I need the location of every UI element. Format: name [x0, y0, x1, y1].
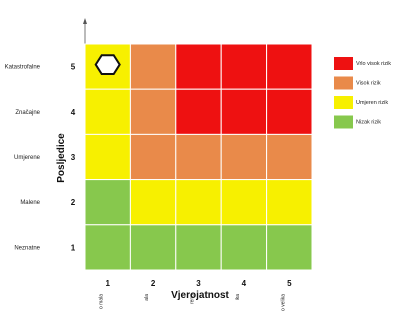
risk-cell: [266, 179, 313, 226]
row-number-label: 4: [71, 108, 76, 117]
risk-cell: [220, 88, 268, 135]
column-number-label: 3: [196, 279, 201, 288]
column-category-label: o velika: [280, 294, 286, 311]
risk-cell: [129, 43, 177, 90]
risk-cell: [84, 224, 131, 271]
x-axis-title: Vjerojatnost: [171, 290, 229, 301]
column-category-label: ala: [144, 294, 150, 301]
risk-cell: [84, 133, 131, 181]
column-number-label: 4: [242, 279, 247, 288]
row-category-label: Značajne: [15, 110, 40, 116]
legend-swatch: [334, 57, 353, 70]
column-number-label: 2: [151, 279, 156, 288]
row-category-label: Katastrofalne: [5, 65, 41, 71]
matrix-cells: [84, 43, 313, 271]
risk-cell: [129, 88, 177, 135]
risk-cell: [266, 88, 313, 135]
row-labels: Katastrofalne 5 Značajne 4 Umjerene 3 Malene 2 N…: [5, 63, 76, 253]
risk-cell: [129, 179, 177, 226]
risk-cell: [175, 43, 222, 90]
column-category-label: rena: [190, 294, 196, 304]
y-axis-title: Posljedice: [56, 133, 67, 183]
marker: [94, 54, 121, 75]
legend-label: Umjeren rizik: [356, 100, 388, 106]
hexagon-marker: [94, 54, 121, 75]
risk-cell: [266, 133, 313, 181]
legend-swatch: [334, 96, 353, 109]
row-number-label: 2: [71, 198, 76, 207]
risk-cell: [129, 224, 177, 271]
column-number-label: 5: [287, 279, 292, 288]
risk-cell: [84, 179, 131, 226]
risk-cell: [84, 88, 131, 135]
risk-cell: [266, 224, 313, 271]
risk-cell: [220, 179, 268, 226]
column-number-label: 1: [105, 279, 110, 288]
legend-label: Vrlo visok rizik: [356, 61, 391, 67]
legend: Vrlo visok rizik Visok rizik Umjeren rizik…: [334, 57, 391, 129]
legend-label: Nizak rizik: [356, 120, 381, 126]
column-category-label: ika: [235, 294, 241, 301]
row-category-label: Umjerene: [14, 155, 41, 161]
risk-cell: [129, 133, 177, 181]
legend-swatch: [334, 76, 353, 90]
row-category-label: Malene: [20, 200, 40, 206]
risk-cell: [220, 133, 268, 181]
risk-cell: [175, 179, 222, 226]
row-number-label: 3: [71, 153, 76, 162]
row-number-label: 5: [71, 63, 76, 72]
row-category-label: Neznatne: [14, 245, 40, 251]
legend-swatch: [334, 115, 353, 129]
risk-cell: [266, 43, 313, 90]
legend-label: Visok rizik: [356, 81, 381, 87]
column-category-label: o mala: [99, 294, 105, 309]
row-number-label: 1: [71, 243, 76, 252]
risk-cell: [175, 88, 222, 135]
risk-cell: [175, 224, 222, 271]
risk-cell: [220, 43, 268, 90]
risk-cell: [175, 133, 222, 181]
risk-cell: [220, 224, 268, 271]
y-axis-arrow: [83, 18, 87, 24]
